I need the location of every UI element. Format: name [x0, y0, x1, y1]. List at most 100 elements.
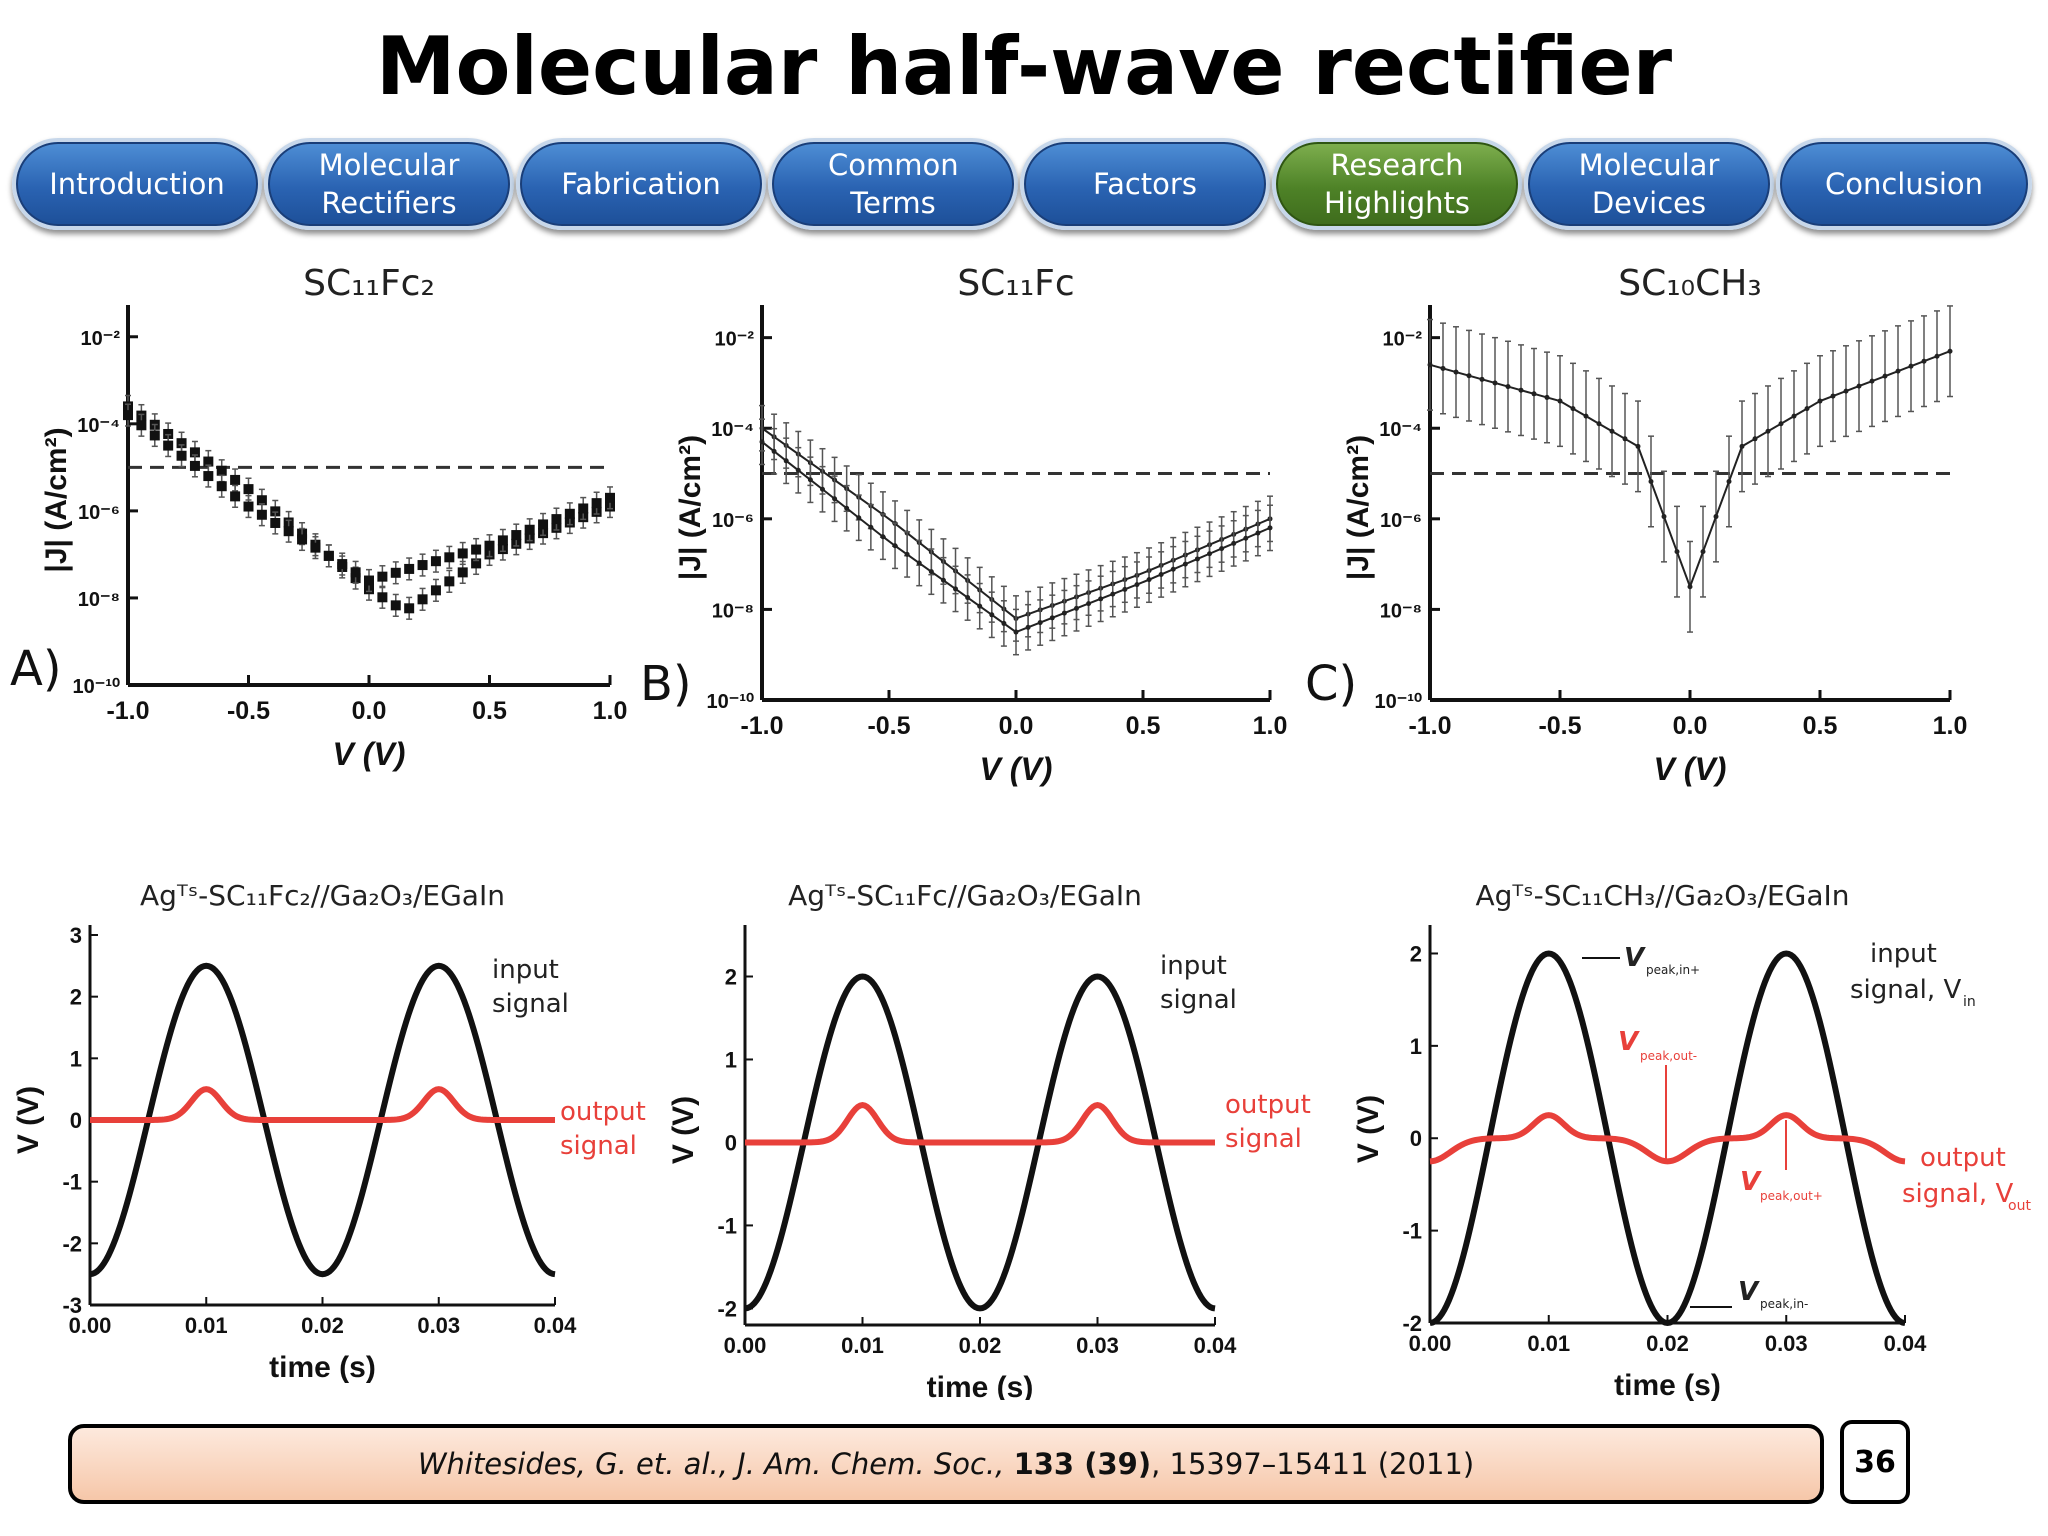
iv-chart-a: SC₁₁Fc₂ A) -1.0 -0.5 0.0 0.5 1.0 10⁻² 10⁻⁴ 10⁻⁶ 10…	[10, 263, 628, 772]
citation-authors: Whitesides, G. et. al., J. Am. Chem. Soc…	[417, 1447, 1014, 1481]
x-tick-label: -0.5	[227, 697, 270, 725]
annotation-peak-out-plus: peak,out+	[1760, 1189, 1823, 1203]
waveform-chart-2: Agᵀˢ-SC₁₁Fc//Ga₂O₃/EGaIn 0.00 0.01 0.02 0.03…	[667, 879, 1311, 1400]
data-point	[243, 501, 254, 512]
data-point	[123, 410, 133, 421]
y-axis-label: |J| (A/cm²)	[40, 427, 73, 572]
nav-bar: Introduction Molecular Rectifiers Fabric…	[12, 138, 2038, 236]
nav-label: Fabrication	[561, 167, 721, 201]
legend-output: signal	[1225, 1124, 1302, 1154]
data-point	[1061, 610, 1067, 616]
data-point	[377, 592, 388, 603]
nav-introduction[interactable]: Introduction	[12, 138, 262, 230]
data-point	[538, 519, 549, 530]
chart-title: SC₁₀CH₃	[1618, 263, 1762, 304]
data-point	[1778, 421, 1784, 427]
data-point	[1570, 406, 1576, 412]
nav-common-terms[interactable]: Common Terms	[768, 138, 1018, 230]
data-point	[1557, 398, 1563, 404]
x-tick-label: 0.5	[472, 697, 507, 725]
legend-input: signal	[1160, 985, 1237, 1015]
data-point	[1882, 373, 1888, 379]
x-axis-label: V (V)	[1654, 751, 1727, 787]
data-point	[230, 491, 241, 502]
nav-label: Introduction	[49, 167, 225, 201]
y-tick-label: 10⁻²	[715, 329, 755, 351]
data-point	[591, 498, 602, 509]
data-point	[444, 552, 455, 563]
series-line	[761, 427, 1271, 620]
data-point	[1700, 549, 1706, 555]
data-point	[430, 585, 441, 596]
nav-conclusion[interactable]: Conclusion	[1776, 138, 2032, 230]
data-point	[1869, 378, 1875, 384]
data-point	[940, 577, 946, 583]
data-point	[759, 439, 765, 445]
data-point	[1086, 601, 1092, 607]
data-point	[1243, 535, 1249, 541]
nav-research-highlights[interactable]: Research Highlights	[1272, 138, 1522, 230]
legend-input: input	[1160, 951, 1227, 981]
y-tick-label: 10⁻⁸	[712, 600, 754, 622]
y-tick-label: 10⁻⁶	[712, 510, 754, 532]
data-point	[783, 458, 789, 464]
nav-label: Conclusion	[1824, 167, 1984, 201]
nav-factors[interactable]: Factors	[1020, 138, 1270, 230]
x-tick-label: 0.00	[724, 1333, 767, 1358]
data-point	[471, 558, 482, 569]
data-point	[1505, 384, 1511, 390]
y-tick-label: 3	[70, 923, 82, 948]
data-point	[1674, 549, 1680, 555]
x-tick-label: 0.0	[1673, 712, 1708, 740]
y-tick-label: 0	[70, 1108, 82, 1133]
data-point	[953, 586, 959, 592]
panel-letter: C)	[1305, 656, 1357, 712]
data-point	[364, 575, 374, 586]
citation-box: Whitesides, G. et. al., J. Am. Chem. Soc…	[68, 1424, 1824, 1504]
data-point	[230, 474, 241, 485]
data-point	[377, 571, 388, 582]
nav-molecular-devices[interactable]: Molecular Devices	[1524, 138, 1774, 230]
nav-label: Molecular Rectifiers	[318, 148, 460, 220]
data-point	[163, 440, 174, 451]
nav-molecular-rectifiers[interactable]: Molecular Rectifiers	[264, 138, 514, 230]
y-axis-label: |J| (A/cm²)	[674, 435, 707, 580]
data-point	[1908, 363, 1914, 369]
data-point	[1596, 421, 1602, 427]
data-point	[1947, 348, 1953, 354]
nav-label: Molecular Devices	[1578, 148, 1720, 220]
x-tick-label: 1.0	[593, 697, 628, 725]
data-point	[965, 595, 971, 601]
nav-fabrication[interactable]: Fabrication	[516, 138, 766, 230]
output-signal-line	[745, 1102, 1215, 1146]
data-point	[819, 486, 825, 492]
x-tick-label: -1.0	[1408, 712, 1451, 740]
data-point	[1635, 443, 1641, 449]
data-point	[457, 548, 468, 559]
y-tick-label: 10⁻⁴	[77, 415, 120, 437]
data-point	[457, 567, 468, 578]
x-tick-label: 0.0	[999, 712, 1034, 740]
input-signal-line	[744, 973, 1216, 1312]
y-tick-label: 10⁻⁴	[711, 419, 754, 441]
data-point	[1895, 368, 1901, 374]
data-point	[1255, 530, 1261, 536]
y-tick-label: -1	[1402, 1219, 1422, 1244]
data-point	[1134, 582, 1140, 588]
panel-letter: B)	[640, 656, 692, 712]
y-tick-label: 10⁻⁸	[78, 589, 120, 611]
legend-input: input	[492, 955, 559, 985]
y-tick-label: -2	[1402, 1311, 1422, 1336]
y-tick-label: 1	[70, 1046, 82, 1071]
data-point	[1583, 413, 1589, 419]
citation-rest: , 15397–15411 (2011)	[1151, 1447, 1475, 1481]
data-point	[1713, 514, 1719, 520]
data-point	[176, 450, 187, 461]
data-point	[916, 560, 922, 566]
data-point	[471, 544, 482, 555]
data-point	[1098, 596, 1104, 602]
iv-chart-c: SC₁₀CH₃ C) -1.0 -0.5 0.0 0.5 1.0 10⁻² 10⁻⁴ 10⁻⁶ 10…	[1305, 263, 1967, 787]
y-tick-label: 10⁻⁸	[1380, 600, 1422, 622]
x-tick-label: 0.03	[417, 1313, 460, 1338]
data-point	[337, 559, 348, 570]
